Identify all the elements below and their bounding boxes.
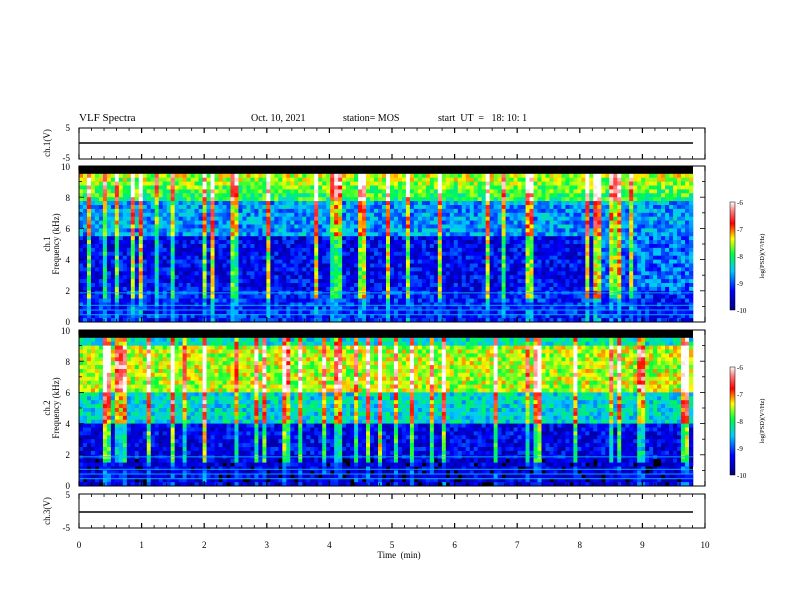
ch1-colorbar: -6 -7 -8 -9 -10 log(PSD)(V²/Hz)	[729, 199, 766, 315]
ch2-cbar-tick-m6: -6	[737, 364, 743, 372]
ch2-ytick-6: 6	[66, 388, 71, 398]
ch2-ytick-10: 10	[61, 326, 71, 336]
ch2-ytick-0: 0	[66, 481, 71, 491]
x-tick-4: 4	[327, 540, 332, 550]
ch1-spectrogram-panel: ch.1 Frequency (kHz) 0 2 4 6 8 10	[42, 162, 706, 327]
ch1-ylabel-channel: ch.1	[42, 236, 52, 251]
ch2-cbar-label: log(PSD)(V²/Hz)	[759, 399, 766, 444]
x-tick-3: 3	[265, 540, 270, 550]
ch1-ytick-8: 8	[66, 193, 71, 203]
ch2-ytick-8: 8	[66, 357, 71, 367]
ch3-waveform-panel: 5 -5 ch.3(V)	[42, 490, 706, 533]
ch1-ytick-5: 5	[66, 123, 71, 133]
ch1-cbar-tick-m10: -10	[737, 307, 747, 315]
x-tick-10: 10	[701, 540, 711, 550]
ch1-ytick-2: 2	[66, 286, 71, 296]
ch2-ytick-2: 2	[66, 450, 71, 460]
x-axis-label: Time (min)	[377, 550, 420, 560]
ch1-cbar-tick-m7: -7	[737, 226, 743, 234]
ch2-cbar-tick-m8: -8	[737, 418, 743, 426]
ch1-cbar-label: log(PSD)(V²/Hz)	[759, 234, 766, 279]
x-tick-1: 1	[139, 540, 144, 550]
x-axis-ticks: 0 1 2 3 4 5 6 7 8 9 10	[77, 540, 710, 550]
ch1-ytick-minus5: -5	[63, 153, 71, 163]
figure-title: VLF Spectra	[79, 112, 136, 124]
ch1-ytick-0: 0	[66, 317, 71, 327]
ch2-ylabel-channel: ch.2	[42, 400, 52, 415]
ch2-cbar-tick-m7: -7	[737, 391, 743, 399]
ch1-waveform-panel: 5 -5 ch.1(V)	[42, 123, 706, 163]
ch2-spectrogram-panel: ch.2 Frequency (kHz) 0 2 4 6 8 10	[42, 326, 706, 491]
ch2-colorbar: -6 -7 -8 -9 -10 log(PSD)(V²/Hz)	[729, 364, 766, 480]
ch1-ytick-4: 4	[66, 255, 71, 265]
ch3-ytick-minus5: -5	[63, 523, 71, 533]
x-tick-2: 2	[202, 540, 207, 550]
ch1-ytick-6: 6	[66, 224, 71, 234]
start-time-label: start UT = 18: 10: 1	[438, 113, 528, 124]
x-tick-6: 6	[452, 540, 457, 550]
ch1-ylabel-frequency: Frequency (kHz)	[51, 213, 61, 274]
ch1-cbar-tick-m8: -8	[737, 253, 743, 261]
ch1-waveform-ylabel: ch.1(V)	[42, 129, 52, 157]
ch2-cbar-tick-m10: -10	[737, 472, 747, 480]
x-tick-8: 8	[578, 540, 583, 550]
ch2-ytick-4: 4	[66, 419, 71, 429]
ch1-cbar-tick-m9: -9	[737, 280, 743, 288]
station-label: station= MOS	[343, 113, 400, 124]
ch1-cbar-tick-m6: -6	[737, 199, 743, 207]
ch3-ytick-5: 5	[66, 490, 71, 500]
ch2-ylabel-frequency: Frequency (kHz)	[51, 377, 61, 438]
ch1-ytick-10: 10	[61, 162, 71, 172]
x-tick-0: 0	[77, 540, 82, 550]
x-tick-7: 7	[515, 540, 520, 550]
date-label: Oct. 10, 2021	[251, 113, 306, 124]
ch2-cbar-tick-m9: -9	[737, 445, 743, 453]
x-tick-5: 5	[390, 540, 395, 550]
ch3-waveform-ylabel: ch.3(V)	[42, 497, 52, 525]
x-tick-9: 9	[640, 540, 645, 550]
